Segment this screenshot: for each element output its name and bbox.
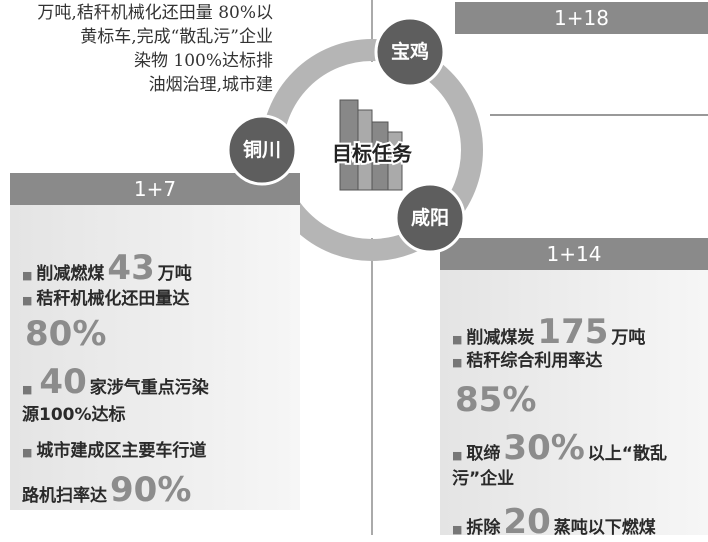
- row-text: 拆除: [466, 513, 500, 538]
- bullet: ■: [22, 269, 32, 282]
- row-text: 秸秆机械化还田量达: [36, 284, 189, 309]
- row-text: 路机扫率达: [22, 481, 107, 506]
- bullet: ■: [452, 523, 462, 536]
- row-text: 取缔: [466, 439, 500, 464]
- key-number: 20: [503, 502, 550, 542]
- row-text: 蒸吨以下燃煤: [554, 513, 656, 538]
- text-row: ■ 秸秆机械化还田量达: [22, 284, 189, 309]
- city-name: 咸阳: [411, 206, 449, 229]
- text-row: 80%: [22, 314, 109, 354]
- row-text: 万吨: [611, 323, 645, 348]
- text-row: ■ 秸秆综合利用率达: [452, 346, 602, 371]
- bullet: ■: [22, 383, 32, 396]
- center-label: 目标任务: [332, 142, 413, 166]
- row-text: 源100%达标: [22, 400, 126, 425]
- key-number: 40: [39, 362, 86, 402]
- bullet: ■: [452, 356, 462, 369]
- page: {"top_text": ["万吨,秸秆机械化还田量 80%以", "黄标车,完…: [0, 0, 708, 535]
- row-text: 万吨: [158, 259, 192, 284]
- key-number: 85%: [455, 380, 536, 420]
- key-number: 30%: [503, 428, 584, 468]
- bullet: ■: [452, 449, 462, 462]
- row-text: 污”企业: [452, 464, 514, 489]
- row-text: 家涉气重点污染: [90, 373, 209, 398]
- bullet: ■: [22, 446, 32, 459]
- row-text: 城市建成区主要车行道: [36, 436, 206, 461]
- row-text: 秸秆综合利用率达: [466, 346, 602, 371]
- city-name: 宝鸡: [391, 40, 429, 63]
- key-number: 80%: [25, 314, 106, 354]
- bullet: ■: [22, 294, 32, 307]
- city-name: 铜川: [243, 138, 281, 161]
- text-row: 85%: [452, 380, 539, 420]
- text-row: 污”企业: [452, 464, 514, 489]
- row-text: 以上“散乱: [588, 439, 667, 464]
- bullet: ■: [452, 333, 462, 346]
- text-row: ■ 城市建成区主要车行道: [22, 436, 206, 461]
- key-number: 43: [107, 248, 154, 288]
- row-text: 削减燃煤: [36, 259, 104, 284]
- key-number: 90%: [110, 470, 191, 510]
- row-text: 削减煤炭: [466, 323, 534, 348]
- text-row: 源100%达标: [22, 400, 126, 425]
